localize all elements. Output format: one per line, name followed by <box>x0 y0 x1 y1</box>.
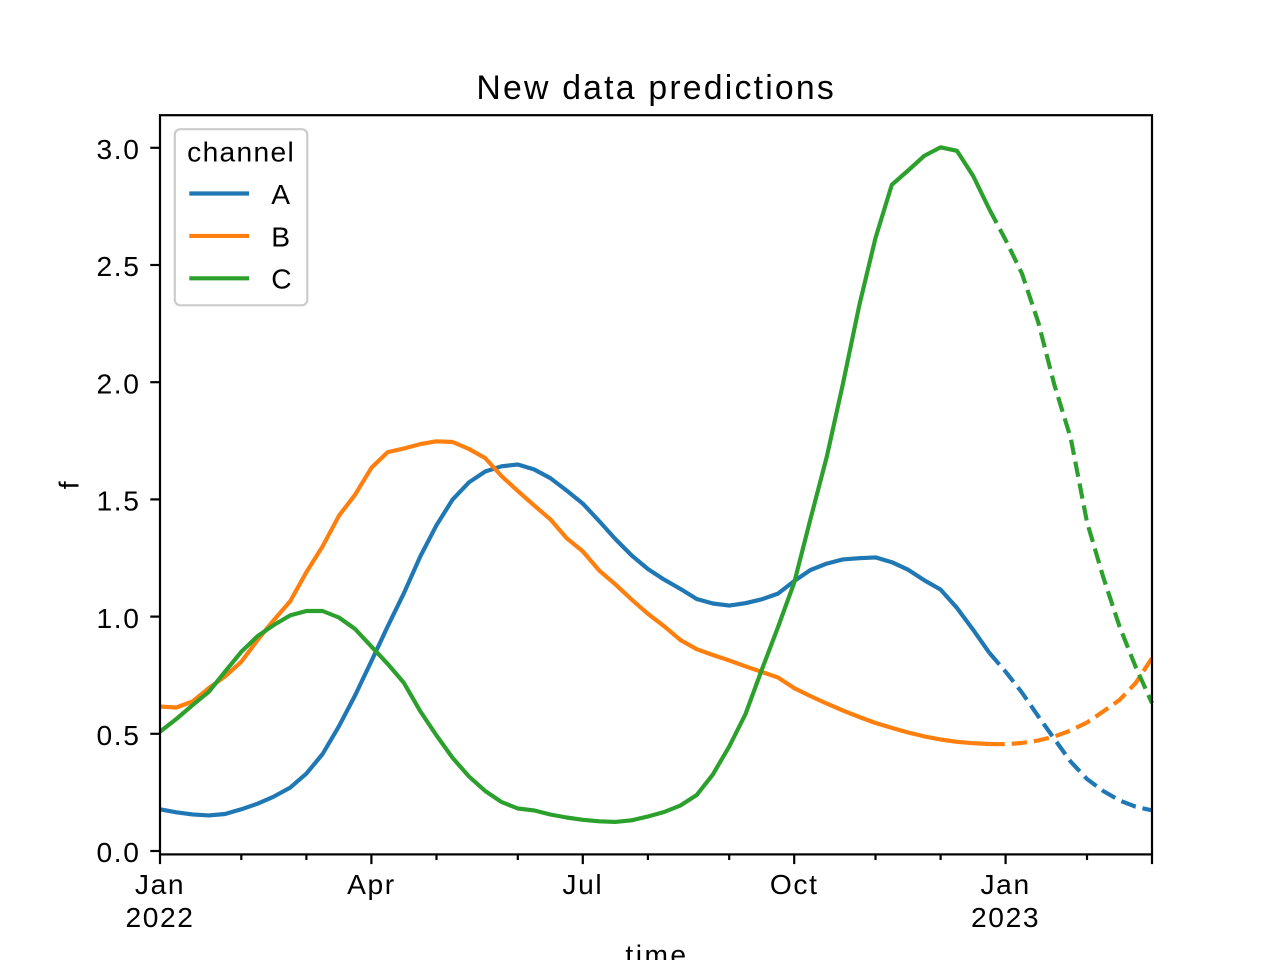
svg-text:3.0: 3.0 <box>97 133 141 165</box>
svg-text:1.0: 1.0 <box>97 602 141 634</box>
svg-text:Jan: Jan <box>135 868 185 900</box>
svg-text:1.5: 1.5 <box>97 485 141 517</box>
svg-text:f: f <box>53 480 85 489</box>
svg-text:2.5: 2.5 <box>97 250 141 282</box>
svg-text:A: A <box>271 178 290 210</box>
svg-text:Apr: Apr <box>347 868 396 900</box>
svg-text:2.0: 2.0 <box>97 367 141 399</box>
svg-text:Jul: Jul <box>562 868 603 900</box>
svg-text:0.5: 0.5 <box>97 719 141 751</box>
svg-text:New data predictions: New data predictions <box>476 69 836 107</box>
svg-text:channel: channel <box>187 136 295 168</box>
svg-text:C: C <box>271 263 291 295</box>
svg-text:0.0: 0.0 <box>97 836 141 868</box>
svg-text:2023: 2023 <box>971 901 1040 933</box>
svg-text:Oct: Oct <box>770 868 819 900</box>
svg-text:Jan: Jan <box>980 868 1030 900</box>
svg-text:B: B <box>271 220 290 252</box>
svg-text:2022: 2022 <box>125 901 194 933</box>
svg-text:time: time <box>625 939 688 960</box>
